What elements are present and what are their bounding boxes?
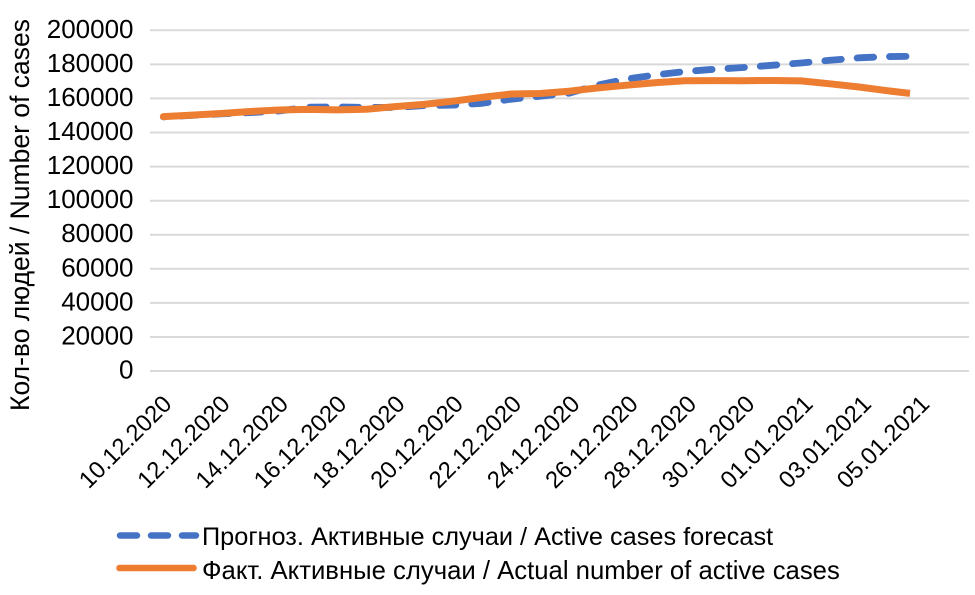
- svg-text:100000: 100000: [47, 184, 134, 214]
- svg-text:200000: 200000: [47, 14, 134, 44]
- svg-text:20000: 20000: [61, 321, 133, 351]
- svg-text:160000: 160000: [47, 82, 134, 112]
- svg-text:Прогноз. Активные случаи / Act: Прогноз. Активные случаи / Active cases …: [202, 523, 773, 551]
- svg-text:120000: 120000: [47, 150, 134, 180]
- svg-text:60000: 60000: [61, 252, 133, 282]
- svg-text:Кол-во людей / Number of cases: Кол-во людей / Number of cases: [5, 19, 35, 411]
- svg-text:180000: 180000: [47, 48, 134, 78]
- svg-text:140000: 140000: [47, 116, 134, 146]
- svg-text:0: 0: [119, 355, 133, 385]
- svg-text:80000: 80000: [61, 218, 133, 248]
- svg-text:40000: 40000: [61, 286, 133, 316]
- svg-text:Факт. Активные случаи / Actual: Факт. Активные случаи / Actual number of…: [202, 557, 840, 585]
